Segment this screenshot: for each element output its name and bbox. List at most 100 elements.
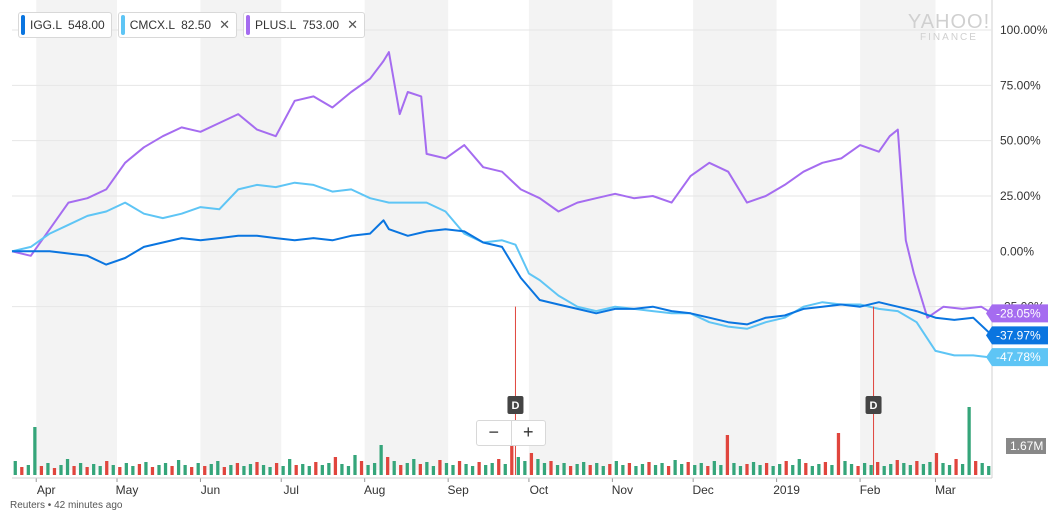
volume-bar xyxy=(366,465,370,475)
volume-bar xyxy=(399,465,403,475)
volume-bar xyxy=(751,462,756,475)
volume-bar xyxy=(261,465,266,475)
x-tick-label: Dec xyxy=(692,483,713,497)
volume-bar xyxy=(288,459,292,475)
volume-bar xyxy=(137,464,142,475)
volume-bar xyxy=(431,466,436,475)
volume-bar xyxy=(895,460,899,475)
series-color-swatch xyxy=(246,15,250,35)
volume-tag xyxy=(1006,438,1046,454)
volume-bar xyxy=(980,463,984,475)
volume-bar xyxy=(235,463,240,475)
legend-chip-cmcx[interactable]: CMCX.L 82.50 ✕ xyxy=(117,12,237,38)
legend-chip-igg[interactable]: IGG.L 548.00 xyxy=(18,12,112,38)
volume-bar xyxy=(588,465,592,475)
dividend-marker-label: D xyxy=(870,400,878,412)
volume-bar xyxy=(608,464,612,475)
volume-bar xyxy=(124,463,128,475)
volume-bar xyxy=(529,453,534,475)
zoom-in-button[interactable]: + xyxy=(522,422,534,442)
dividend-marker[interactable] xyxy=(507,396,524,414)
volume-bar xyxy=(660,463,664,475)
volume-bar xyxy=(947,465,952,475)
legend: IGG.L 548.00 CMCX.L 82.50 ✕ PLUS.L 753.0… xyxy=(18,12,365,38)
volume-bar xyxy=(601,466,605,475)
volume-bar xyxy=(960,464,965,475)
legend-symbol: IGG.L xyxy=(30,18,63,32)
y-tick-label: 75.00% xyxy=(1000,78,1041,92)
volume-bar xyxy=(568,466,573,475)
legend-symbol: PLUS.L xyxy=(255,18,297,32)
volume-bar xyxy=(856,466,860,475)
volume-bar xyxy=(320,465,324,475)
close-icon[interactable]: ✕ xyxy=(219,17,230,32)
chart-plot[interactable]: DD 100.00%75.00%50.00%25.00%0.00%-25.00%… xyxy=(0,0,1064,500)
volume-bar xyxy=(640,464,645,475)
volume-bar xyxy=(183,465,187,475)
volume-bar xyxy=(562,463,566,475)
volume-bar xyxy=(823,462,828,475)
volume-bar xyxy=(719,465,723,475)
series-line-plus-l xyxy=(11,51,993,319)
volume-bar xyxy=(274,463,279,475)
volume-bar xyxy=(797,459,801,475)
volume-bar xyxy=(52,468,57,475)
volume-tag-label: 1.67M xyxy=(1010,439,1043,453)
volume-bar xyxy=(222,467,226,475)
legend-price: 753.00 xyxy=(302,18,340,32)
legend-price: 82.50 xyxy=(181,18,212,32)
volume-bar xyxy=(144,462,148,475)
volume-bar xyxy=(595,463,599,475)
volume-bar xyxy=(59,465,63,475)
volume-bar xyxy=(255,462,259,475)
volume-bar xyxy=(229,465,233,475)
volume-bar xyxy=(549,461,553,475)
y-tick-label: 0.00% xyxy=(1000,244,1034,258)
volume-bar xyxy=(876,462,880,475)
y-tick-label: 25.00% xyxy=(1000,189,1041,203)
x-tick-label: Oct xyxy=(530,483,549,497)
volume-bar xyxy=(13,461,17,475)
series-line-cmcx-l xyxy=(11,181,993,359)
volume-bar xyxy=(575,464,579,475)
volume-bar xyxy=(974,461,978,475)
x-tick-label: Jun xyxy=(201,483,220,497)
series-line-igg-l xyxy=(12,219,993,337)
volume-bar xyxy=(810,466,814,475)
last-value-tag xyxy=(986,348,1048,367)
volume-bar xyxy=(614,461,618,475)
volume-bar xyxy=(889,464,893,475)
volume-bar xyxy=(163,463,168,475)
volume-bar xyxy=(627,463,632,475)
volume-bar xyxy=(758,465,762,475)
volume-bar xyxy=(830,465,834,475)
volume-bar xyxy=(203,466,207,475)
volume-bar xyxy=(862,463,867,475)
volume-bar xyxy=(372,463,377,475)
volume-bar xyxy=(843,461,847,475)
volume-bar xyxy=(804,463,808,475)
legend-chip-plus[interactable]: PLUS.L 753.00 ✕ xyxy=(243,12,365,38)
volume-bar xyxy=(46,463,50,475)
volume-bar xyxy=(26,465,30,475)
close-icon[interactable]: ✕ xyxy=(347,17,358,32)
volume-bar xyxy=(699,463,703,475)
volume-bar xyxy=(150,467,155,475)
volume-bar xyxy=(941,463,945,475)
dividend-marker[interactable] xyxy=(865,396,882,414)
volume-bar xyxy=(732,463,736,475)
volume-bar xyxy=(470,466,475,475)
volume-bar xyxy=(359,461,364,475)
volume-bar xyxy=(712,461,716,475)
yahoo-finance-watermark: YAHOO! FINANCE xyxy=(906,12,992,44)
legend-price: 548.00 xyxy=(68,18,105,32)
zoom-out-button[interactable]: − xyxy=(477,421,512,445)
volume-bar xyxy=(477,462,481,475)
volume-bar xyxy=(484,465,488,475)
x-tick-label: Apr xyxy=(37,483,56,497)
x-tick-label: Feb xyxy=(860,483,881,497)
volume-bar xyxy=(39,466,44,475)
volume-bar xyxy=(582,462,586,475)
volume-bar xyxy=(764,463,769,475)
